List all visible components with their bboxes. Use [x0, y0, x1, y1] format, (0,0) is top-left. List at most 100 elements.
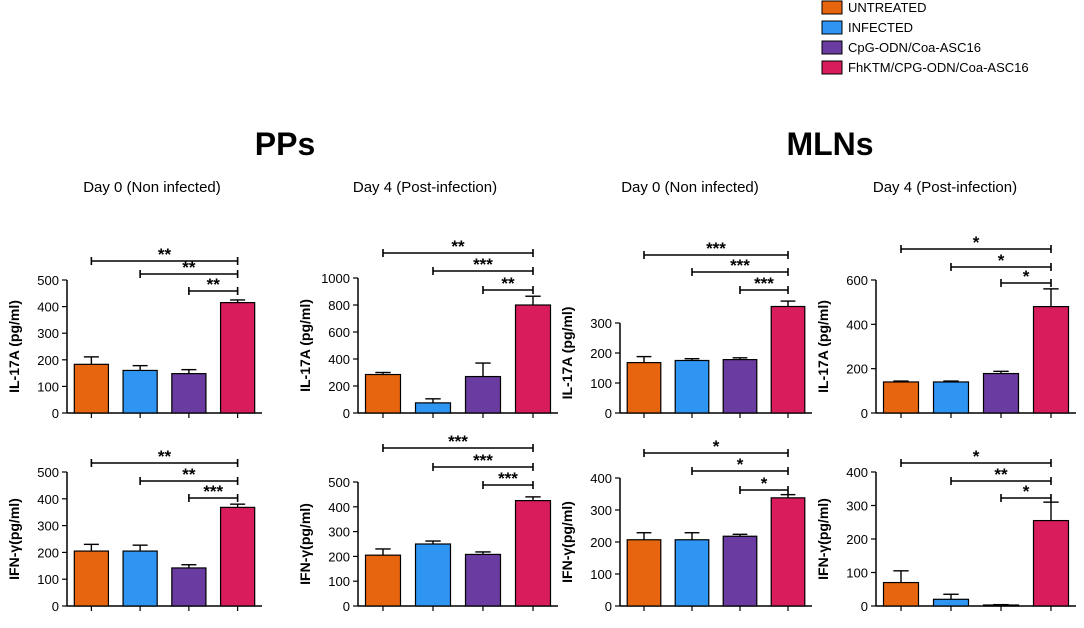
legend-label: INFECTED — [848, 20, 913, 35]
bar — [219, 302, 256, 414]
legend: UNTREATED INFECTED CpG-ODN/Coa-ASC16 FhKTM/… — [821, 0, 1029, 75]
panel-subtitle: Day 4 (Post-infection) — [353, 179, 497, 196]
y-tick-label: 500 — [37, 465, 59, 480]
significance-label: ** — [158, 447, 172, 466]
y-tick-label: 0 — [605, 599, 612, 614]
y-tick-label: 300 — [328, 525, 350, 540]
panel-subtitle: Day 0 (Non infected) — [83, 179, 221, 196]
bar — [464, 375, 502, 414]
y-axis-label: IFN-γ(pg/ml) — [815, 498, 831, 580]
y-tick-label: 400 — [590, 471, 612, 486]
y-tick-label: 200 — [846, 532, 868, 547]
y-tick-label: 400 — [328, 352, 350, 367]
significance-label: *** — [754, 274, 774, 293]
y-axis-label: IL-17A (pg/ml) — [6, 300, 22, 393]
y-tick-label: 0 — [343, 406, 350, 421]
bar — [414, 543, 452, 607]
bar — [171, 567, 207, 607]
bar — [219, 506, 256, 607]
bar — [882, 581, 920, 607]
y-axis-label: IL-17A (pg/ml) — [815, 300, 831, 393]
significance-label: ** — [994, 465, 1008, 484]
legend-label: UNTREATED — [848, 0, 926, 15]
bar — [626, 539, 662, 607]
y-tick-label: 100 — [37, 379, 59, 394]
bar — [1032, 306, 1070, 414]
y-axis-label: IFN-γ(pg/ml) — [297, 503, 313, 585]
legend-swatch — [821, 40, 843, 55]
bar — [882, 381, 920, 414]
y-tick-label: 500 — [37, 273, 59, 288]
y-tick-label: 400 — [846, 465, 868, 480]
y-tick-label: 200 — [37, 545, 59, 560]
significance-label: *** — [203, 482, 223, 501]
legend-swatch — [821, 20, 843, 35]
chart-panel: 0 200 400 600 IL-17A (pg/ml) * * * — [815, 233, 1076, 421]
y-tick-label: 200 — [590, 535, 612, 550]
legend-swatch — [821, 60, 843, 75]
y-tick-label: 100 — [37, 572, 59, 587]
bar — [626, 362, 662, 414]
y-tick-label: 300 — [846, 499, 868, 514]
y-tick-label: 400 — [328, 500, 350, 515]
significance-label: ** — [182, 258, 196, 277]
y-tick-label: 500 — [328, 475, 350, 490]
y-tick-label: 200 — [328, 549, 350, 564]
y-tick-label: 100 — [846, 566, 868, 581]
bar — [464, 553, 502, 607]
section-title: MLNs — [786, 126, 873, 162]
bar — [674, 539, 710, 607]
y-tick-label: 200 — [37, 353, 59, 368]
significance-label: * — [1023, 482, 1030, 501]
panel-subtitle: Day 0 (Non infected) — [621, 179, 759, 196]
bar — [414, 402, 452, 414]
y-tick-label: 300 — [590, 316, 612, 331]
y-tick-label: 800 — [328, 298, 350, 313]
significance-label: * — [973, 447, 980, 466]
significance-label: *** — [448, 432, 468, 451]
y-tick-label: 300 — [590, 503, 612, 518]
y-tick-label: 0 — [861, 406, 868, 421]
bar — [770, 305, 806, 414]
y-tick-label: 0 — [343, 599, 350, 614]
y-axis-label: IFN-γ(pg/ml) — [559, 501, 575, 583]
bar — [514, 500, 552, 607]
bar — [932, 598, 970, 607]
bar — [674, 359, 710, 414]
significance-label: * — [713, 437, 720, 456]
bar — [514, 304, 552, 414]
section-headers: PPs Day 0 (Non infected) Day 4 (Post-infec… — [83, 126, 1017, 196]
y-tick-label: 300 — [37, 326, 59, 341]
significance-label: *** — [473, 255, 493, 274]
significance-label: * — [973, 233, 980, 252]
y-axis-label: IL-17A (pg/ml) — [297, 299, 313, 392]
bar — [122, 369, 158, 414]
significance-label: *** — [498, 469, 518, 488]
bar — [722, 359, 758, 414]
significance-label: * — [1023, 267, 1030, 286]
significance-label: * — [737, 455, 744, 474]
legend-label: FhKTM/CPG-ODN/Coa-ASC16 — [848, 60, 1029, 75]
significance-label: ** — [158, 245, 172, 264]
y-tick-label: 200 — [590, 346, 612, 361]
y-tick-label: 400 — [37, 300, 59, 315]
bar — [364, 554, 402, 607]
bar — [122, 550, 158, 607]
y-tick-label: 600 — [328, 325, 350, 340]
bar — [1032, 519, 1070, 607]
significance-label: * — [761, 474, 768, 493]
y-tick-label: 1000 — [321, 271, 350, 286]
y-tick-label: 300 — [37, 519, 59, 534]
significance-label: ** — [182, 465, 196, 484]
y-tick-label: 0 — [52, 406, 59, 421]
y-tick-label: 0 — [861, 599, 868, 614]
bar — [73, 550, 110, 607]
significance-label: ** — [451, 237, 465, 256]
y-axis-label: IFN-γ(pg/ml) — [6, 498, 22, 580]
bar — [932, 381, 970, 414]
y-tick-label: 200 — [328, 379, 350, 394]
